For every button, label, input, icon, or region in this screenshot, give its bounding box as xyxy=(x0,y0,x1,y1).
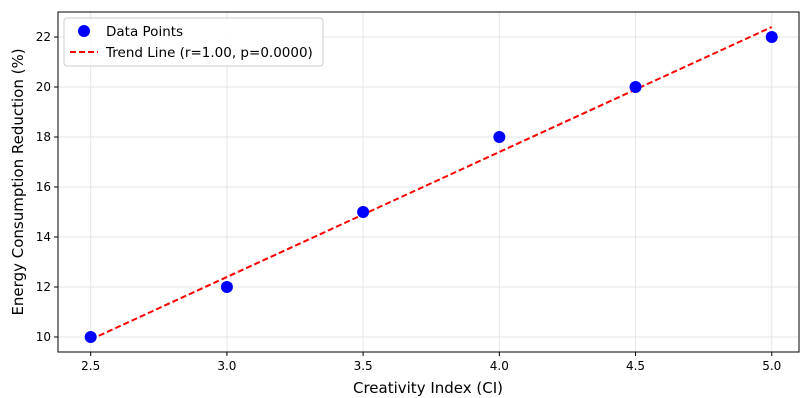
y-tick-label: 14 xyxy=(36,230,51,244)
legend: Data Points Trend Line (r=1.00, p=0.0000… xyxy=(63,17,324,67)
y-tick-label: 18 xyxy=(36,130,51,144)
x-tick-label: 4.5 xyxy=(626,359,645,373)
y-tick-label: 12 xyxy=(36,280,51,294)
plot-frame xyxy=(57,11,800,353)
x-axis-label: Creativity Index (CI) xyxy=(353,379,503,397)
grid-lines xyxy=(58,12,799,352)
trend-line-layer xyxy=(90,26,773,341)
x-tick-label: 3.5 xyxy=(354,359,373,373)
x-tick-label: 4.0 xyxy=(490,359,509,373)
legend-label-data-points: Data Points xyxy=(106,24,183,40)
y-tick-label: 22 xyxy=(36,30,51,44)
legend-label-trend-line: Trend Line (r=1.00, p=0.0000) xyxy=(105,45,313,61)
x-tick-label: 3.0 xyxy=(217,359,236,373)
y-tick-label: 20 xyxy=(36,80,51,94)
legend-box xyxy=(63,17,324,67)
data-point xyxy=(220,281,233,293)
x-tick-label: 2.5 xyxy=(81,359,100,373)
legend-marker-data-points xyxy=(78,25,90,37)
data-point xyxy=(629,81,642,93)
data-point xyxy=(765,31,778,43)
x-tick-label: 5.0 xyxy=(762,359,781,373)
data-point xyxy=(493,131,506,143)
trend-line xyxy=(90,26,773,341)
y-axis-ticks: 10 12 14 16 18 20 22 xyxy=(36,30,58,344)
y-axis-label: Energy Consumption Reduction (%) xyxy=(9,48,27,315)
y-tick-label: 10 xyxy=(36,330,51,344)
y-tick-label: 16 xyxy=(36,180,51,194)
data-points-layer xyxy=(84,31,778,343)
x-axis-ticks: 2.5 3.0 3.5 4.0 4.5 5.0 xyxy=(81,352,781,373)
data-point xyxy=(357,206,370,218)
data-point xyxy=(84,331,97,343)
